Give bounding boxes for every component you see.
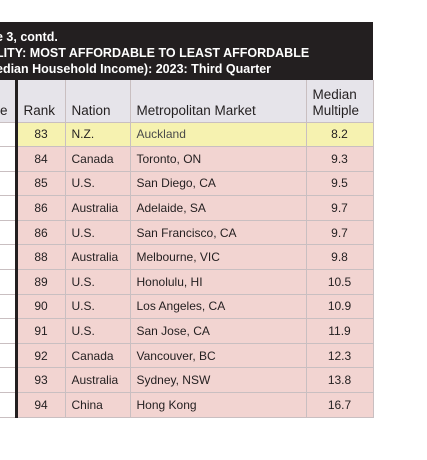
title-line-2: LITY: MOST AFFORDABLE TO LEAST AFFORDABL… xyxy=(0,46,310,60)
nation-cell: U.S. xyxy=(64,318,131,344)
row-cut-cell xyxy=(0,269,18,295)
rank-cell: 89 xyxy=(15,269,66,295)
market-cell: San Jose, CA xyxy=(129,318,307,344)
market-cell: Adelaide, SA xyxy=(129,195,307,221)
median-multiple-cell: 9.5 xyxy=(305,170,374,197)
rank-cell: 86 xyxy=(15,219,66,246)
table-title-block: e 3, contd. LITY: MOST AFFORDABLE TO LEA… xyxy=(0,22,373,80)
rank-cell: 93 xyxy=(15,367,66,394)
nation-cell: Canada xyxy=(64,342,131,369)
median-multiple-cell: 8.2 xyxy=(305,121,374,148)
nation-cell: Australia xyxy=(64,195,131,221)
median-multiple-cell: 11.9 xyxy=(305,318,374,344)
row-cut-cell xyxy=(0,392,18,418)
median-multiple-cell: 9.8 xyxy=(305,244,374,271)
table-row: 94 China Hong Kong 16.7 xyxy=(0,392,374,418)
header-nation: Nation xyxy=(64,80,131,123)
median-multiple-cell: 13.8 xyxy=(305,367,374,394)
table-row: 84 Canada Toronto, ON 9.3 xyxy=(0,146,374,172)
title-line-1: e 3, contd. xyxy=(0,30,58,44)
market-cell: Melbourne, VIC xyxy=(129,244,307,271)
title-line-3: edian Household Income): 2023: Third Qua… xyxy=(0,62,272,76)
market-cell: Vancouver, BC xyxy=(129,342,307,369)
row-cut-cell xyxy=(0,121,18,148)
market-cell: Hong Kong xyxy=(129,392,307,418)
nation-cell: Australia xyxy=(64,367,131,394)
table-row: 85 U.S. San Diego, CA 9.5 xyxy=(0,170,374,197)
header-multiple-line2: Multiple xyxy=(312,102,360,118)
table-body: 83 N.Z. Auckland 8.2 84 Canada Toronto, ON 9.3 8… xyxy=(0,121,374,418)
row-cut-cell xyxy=(0,146,18,172)
median-multiple-cell: 10.5 xyxy=(305,269,374,295)
median-multiple-cell: 9.7 xyxy=(305,195,374,221)
rank-cell: 85 xyxy=(15,170,66,197)
header-multiple-line1: Median xyxy=(312,86,357,102)
row-cut-cell xyxy=(0,219,18,246)
nation-cell: U.S. xyxy=(64,293,131,320)
median-multiple-cell: 10.9 xyxy=(305,293,374,320)
table-row: 89 U.S. Honolulu, HI 10.5 xyxy=(0,269,374,295)
nation-cell: N.Z. xyxy=(64,121,131,148)
row-cut-cell xyxy=(0,293,18,320)
market-cell: San Francisco, CA xyxy=(129,219,307,246)
rank-cell: 91 xyxy=(15,318,66,344)
table-row: 86 U.S. San Francisco, CA 9.7 xyxy=(0,219,374,246)
row-cut-cell xyxy=(0,195,18,221)
nation-cell: U.S. xyxy=(64,219,131,246)
market-cell: Honolulu, HI xyxy=(129,269,307,295)
rank-cell: 92 xyxy=(15,342,66,369)
rank-cell: 94 xyxy=(15,392,66,418)
affordability-table-wrap: e Rank Nation Metropolitan Market Median… xyxy=(0,80,374,418)
table-row: 93 Australia Sydney, NSW 13.8 xyxy=(0,367,374,394)
header-rank: Rank xyxy=(15,80,66,123)
nation-cell: U.S. xyxy=(64,269,131,295)
row-cut-cell xyxy=(0,170,18,197)
table-row: 86 Australia Adelaide, SA 9.7 xyxy=(0,195,374,221)
nation-cell: China xyxy=(64,392,131,418)
table-row: 91 U.S. San Jose, CA 11.9 xyxy=(0,318,374,344)
rank-cell: 84 xyxy=(15,146,66,172)
table-row: 90 U.S. Los Angeles, CA 10.9 xyxy=(0,293,374,320)
header-cut-column: e xyxy=(0,80,18,123)
table-header-row: e Rank Nation Metropolitan Market Median… xyxy=(0,80,374,123)
median-multiple-cell: 12.3 xyxy=(305,342,374,369)
nation-cell: Australia xyxy=(64,244,131,271)
table-row: 92 Canada Vancouver, BC 12.3 xyxy=(0,342,374,369)
affordability-table: e Rank Nation Metropolitan Market Median… xyxy=(0,80,374,418)
row-cut-cell xyxy=(0,367,18,394)
nation-cell: U.S. xyxy=(64,170,131,197)
rank-cell: 83 xyxy=(15,121,66,148)
header-median-multiple: Median Multiple xyxy=(305,80,374,123)
table-row: 83 N.Z. Auckland 8.2 xyxy=(0,121,374,148)
market-cell: Los Angeles, CA xyxy=(129,293,307,320)
row-cut-cell xyxy=(0,318,18,344)
median-multiple-cell: 16.7 xyxy=(305,392,374,418)
market-cell: Auckland xyxy=(129,121,307,148)
header-metropolitan-market: Metropolitan Market xyxy=(129,80,307,123)
market-cell: San Diego, CA xyxy=(129,170,307,197)
market-cell: Sydney, NSW xyxy=(129,367,307,394)
median-multiple-cell: 9.3 xyxy=(305,146,374,172)
rank-cell: 88 xyxy=(15,244,66,271)
median-multiple-cell: 9.7 xyxy=(305,219,374,246)
rank-cell: 86 xyxy=(15,195,66,221)
row-cut-cell xyxy=(0,244,18,271)
table-row: 88 Australia Melbourne, VIC 9.8 xyxy=(0,244,374,271)
nation-cell: Canada xyxy=(64,146,131,172)
market-cell: Toronto, ON xyxy=(129,146,307,172)
row-cut-cell xyxy=(0,342,18,369)
rank-cell: 90 xyxy=(15,293,66,320)
